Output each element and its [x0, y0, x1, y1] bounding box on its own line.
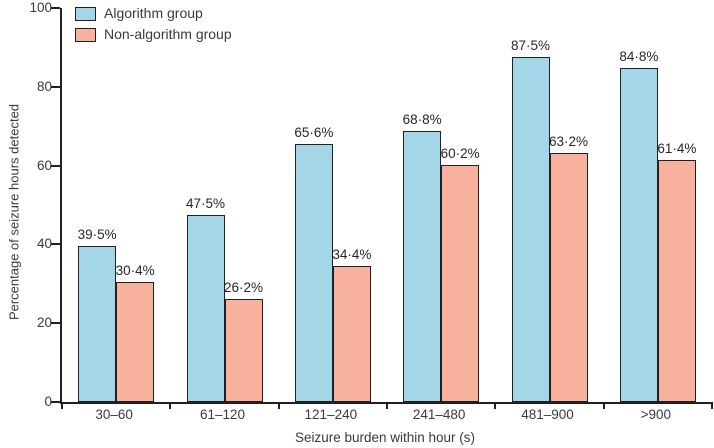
- bar-value-label: 68·8%: [402, 111, 442, 127]
- x-axis-tick: [277, 402, 280, 409]
- y-axis-tick: [51, 7, 60, 9]
- plot-area: 39·5% 30·4% 47·5% 26·2% 65·6% 34·4% 68·8% 60·2%…: [51, 7, 713, 409]
- bar-non-algorithm-group: [116, 282, 155, 402]
- legend: Algorithm group Non-algorithm group: [75, 5, 232, 47]
- bar-algorithm-group: [78, 246, 117, 402]
- bar-non-algorithm-group: [332, 266, 371, 402]
- x-category-label: 241–480: [412, 407, 466, 422]
- x-category-label: 121–240: [304, 407, 358, 422]
- bar-value-label: 34·4%: [332, 247, 372, 263]
- bar-non-algorithm-group: [224, 298, 263, 402]
- x-axis-tick: [386, 402, 388, 409]
- y-axis-tick: [51, 322, 60, 325]
- x-axis-title: Seizure burden within hour (s): [294, 430, 476, 445]
- legend-item: Non-algorithm group: [75, 26, 232, 43]
- bar-value-label: 39·5%: [77, 227, 117, 243]
- x-axis-tick: [711, 402, 713, 409]
- x-category-label: 30–60: [95, 407, 133, 422]
- x-category-label: 61–120: [199, 407, 246, 422]
- bar-value-label: 61·4%: [657, 141, 697, 157]
- x-axis-tick: [602, 402, 605, 409]
- y-tick-label: 40: [36, 236, 52, 252]
- y-axis-tick: [51, 164, 60, 167]
- y-axis-tick: [51, 243, 60, 246]
- x-axis-tick: [61, 402, 63, 409]
- legend-swatch-icon: [75, 27, 96, 42]
- legend-swatch-icon: [75, 6, 96, 21]
- bar-non-algorithm-group: [441, 164, 480, 402]
- legend-label: Non-algorithm group: [104, 26, 232, 42]
- y-axis-title: Percentage of seizure hours detected: [6, 103, 22, 321]
- bar-value-label: 47·5%: [185, 195, 226, 211]
- y-tick-label: 80: [36, 78, 52, 94]
- x-category-label: >900: [640, 407, 672, 422]
- bar-value-label: 60·2%: [440, 145, 480, 161]
- bar-algorithm-group: [294, 143, 333, 402]
- y-axis-tick: [51, 85, 60, 88]
- bar-value-label: 63·2%: [548, 134, 589, 149]
- bar-value-label: 30·4%: [115, 263, 155, 279]
- bar-non-algorithm-group: [549, 153, 588, 402]
- x-axis-tick: [494, 402, 497, 409]
- bar-algorithm-group: [511, 57, 550, 402]
- y-tick-label: 60: [36, 157, 52, 173]
- bar-value-label: 65·6%: [294, 124, 334, 140]
- bar-algorithm-group: [619, 67, 658, 402]
- bar-value-label: 84·8%: [619, 48, 659, 64]
- x-axis-tick: [169, 402, 172, 409]
- y-axis-tick: [51, 401, 60, 403]
- bar-value-label: 87·5%: [510, 38, 551, 54]
- legend-item: Algorithm group: [75, 5, 232, 22]
- bar-algorithm-group: [186, 214, 225, 402]
- x-category-label: 481–900: [521, 407, 574, 422]
- bar-value-label: 26·2%: [223, 279, 264, 295]
- y-tick-label: 100: [29, 0, 52, 15]
- bar-algorithm-group: [403, 130, 442, 402]
- y-tick-label: 20: [36, 315, 52, 331]
- legend-label: Algorithm group: [104, 5, 203, 21]
- bar-non-algorithm-group: [657, 160, 696, 402]
- y-tick-label: 0: [44, 394, 52, 409]
